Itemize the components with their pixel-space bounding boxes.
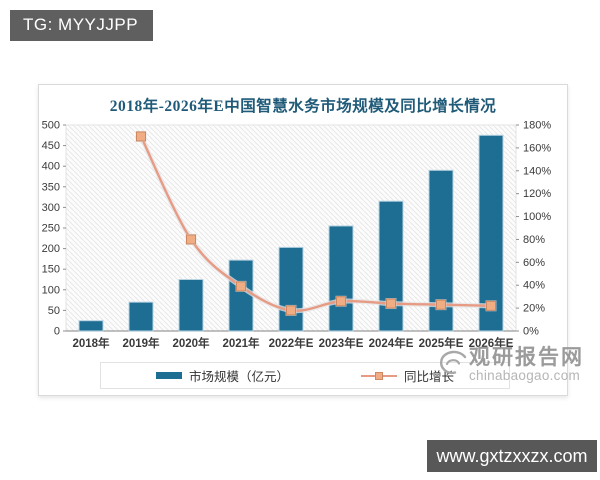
watermark-text: 观研报告网 chinabaogao.com (469, 346, 584, 384)
bar-2024年E (378, 200, 404, 332)
left-axis-tick-label: 450 (42, 140, 60, 152)
left-axis-tick-label: 250 (42, 223, 60, 235)
line-swatch-marker (375, 371, 383, 380)
left-axis-tick-label: 400 (42, 161, 60, 173)
left-axis-tick-label: 0 (54, 326, 60, 338)
watermark: 观研报告网 chinabaogao.com (438, 346, 584, 384)
x-axis-label: 2018年 (72, 336, 110, 350)
bar-2018年 (78, 320, 104, 332)
left-axis-tick-label: 200 (42, 243, 60, 255)
right-axis-tick-label: 140% (523, 165, 551, 177)
line-marker (336, 296, 346, 307)
left-axis-tick-label: 500 (42, 120, 60, 132)
right-axis-tick-label: 120% (523, 188, 551, 200)
x-axis-label: 2019年 (122, 336, 160, 350)
right-axis-tick-label: 60% (523, 257, 545, 269)
left-axis-tick-label: 300 (42, 202, 60, 214)
right-axis-tick-label: 160% (523, 142, 551, 154)
right-axis-tick-label: 20% (523, 303, 545, 315)
left-axis-tick-label: 50 (48, 305, 60, 317)
x-axis-label: 2025年E (419, 336, 464, 350)
watermark-domain: chinabaogao.com (469, 368, 581, 384)
line-marker (286, 305, 296, 316)
bar-2021年 (228, 259, 254, 332)
telegram-badge-label: TG: MYYJJPP (23, 15, 139, 34)
bar-2019年 (128, 301, 154, 332)
site-url-badge: www.gxtzxxzx.com (427, 440, 597, 472)
legend-label-yoy-growth: 同比增长 (404, 370, 455, 384)
site-url-label: www.gxtzxxzx.com (436, 445, 588, 466)
right-axis-tick-label: 0% (523, 326, 539, 338)
bar-2026年E (478, 134, 504, 332)
x-axis-label: 2022年E (269, 336, 314, 350)
line-marker (236, 281, 246, 292)
chart-card: 2018年-2026年E中国智慧水务市场规模及同比增长情况 0 50 100 150 2… (38, 84, 568, 396)
right-axis-tick-label: 80% (523, 234, 545, 246)
chart-svg: 0 50 100 150 200 250 300 350 400 450 500 0% 20% 40% 60… (42, 120, 552, 351)
x-axis-label: 2021年 (222, 336, 260, 350)
right-axis-tick-label: 180% (523, 120, 551, 132)
swirl-eye-logo-icon (439, 350, 467, 375)
left-axis-tick-label: 150 (42, 264, 60, 276)
left-axis-tick-label: 350 (42, 181, 60, 193)
right-axis-tick-label: 40% (523, 280, 545, 292)
legend-item-market-size: 市场规模（亿元） (155, 366, 289, 385)
line-marker (436, 299, 446, 310)
x-axis-label: 2020年 (172, 336, 210, 350)
line-marker (486, 300, 496, 311)
bar-2022年E (278, 246, 304, 332)
watermark-name: 观研报告网 (469, 346, 584, 369)
x-axis-label: 2026年E (469, 336, 514, 350)
bar-series-swatch (155, 372, 182, 379)
chart-title: 2018年-2026年E中国智慧水务市场规模及同比增长情况 (109, 98, 497, 115)
line-marker (136, 131, 146, 142)
line-marker (186, 234, 196, 245)
line-marker (386, 298, 396, 309)
legend-item-yoy-growth: 同比增长 (361, 366, 454, 385)
line-series-swatch (361, 371, 397, 381)
x-axis-label: 2024年E (369, 336, 414, 350)
telegram-badge: TG: MYYJJPP (10, 10, 154, 41)
legend-label-market-size: 市场规模（亿元） (188, 370, 289, 384)
bar-2020年 (178, 279, 204, 332)
x-axis-label: 2023年E (319, 336, 364, 350)
left-axis-tick-label: 100 (42, 284, 60, 296)
bar-2023年E (328, 225, 354, 332)
right-axis-tick-label: 100% (523, 211, 551, 223)
